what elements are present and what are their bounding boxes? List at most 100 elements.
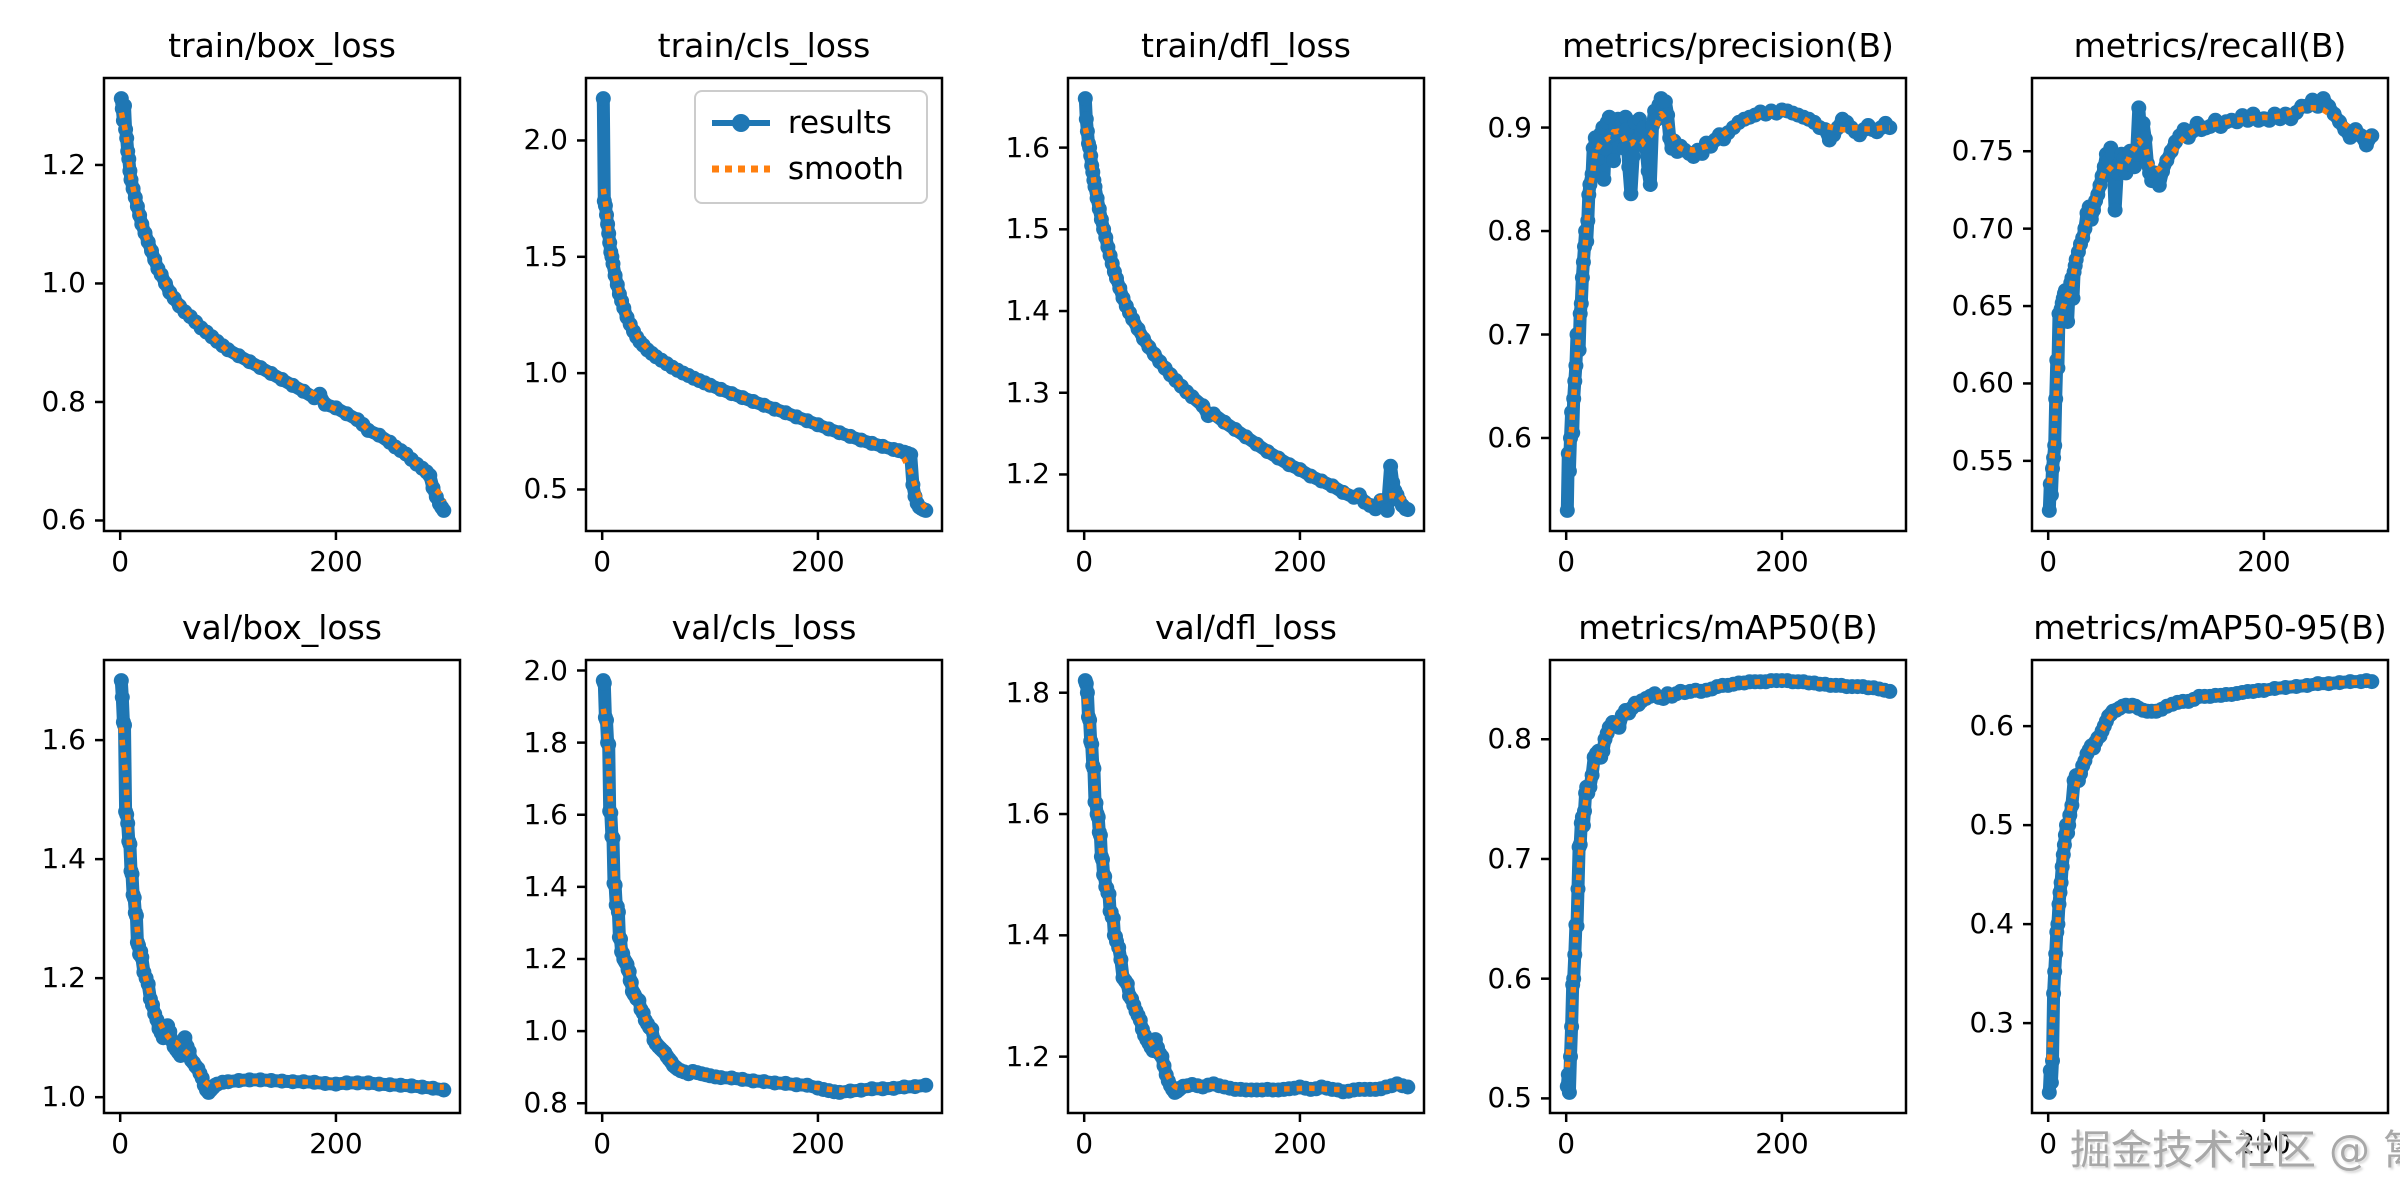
legend-entry-results: results: [710, 100, 904, 146]
y-tick-label: 1.2: [1005, 1039, 1050, 1073]
plot-area: [1541, 76, 1908, 540]
tick-marks: [95, 738, 338, 1122]
results-markers: [595, 673, 934, 1100]
y-tick-label: 1.2: [41, 961, 86, 995]
y-tick-label: 1.3: [1005, 375, 1050, 409]
y-tick-label: 1.0: [523, 356, 568, 390]
y-tick-label: 1.5: [523, 239, 568, 273]
axes-border: [102, 76, 462, 533]
y-tick-label: 0.60: [1951, 366, 2014, 400]
x-tick-label: 200: [1273, 545, 1327, 578]
plot-area: [2023, 658, 2390, 1122]
axes-border: [584, 76, 944, 533]
y-tick-label: 0.75: [1951, 134, 2014, 168]
subplot-metrics-map50-b: metrics/mAP50(B) 0.5 0.6 0.7 0.8 0 200: [1487, 608, 1908, 1160]
legend-label: results: [787, 105, 892, 141]
smooth-line: [2046, 678, 2372, 1061]
y-tick-label: 1.4: [1005, 294, 1050, 328]
results-line-sample-icon: [711, 114, 770, 132]
plot-title: val/cls_loss: [671, 608, 857, 647]
tick-marks: [1541, 738, 1784, 1122]
y-tick-label: 1.5: [1005, 212, 1050, 246]
y-tick-label: 0.7: [1487, 841, 1532, 875]
tick-marks: [1059, 691, 1302, 1122]
plot-area: [577, 76, 944, 540]
y-tick-label: 0.8: [41, 384, 86, 418]
y-tick-label: 0.8: [1487, 722, 1532, 756]
x-tick-label: 200: [1755, 1127, 1809, 1160]
legend-label: smooth: [787, 151, 904, 187]
x-tick-label: 0: [593, 1127, 612, 1160]
plot-title: metrics/recall(B): [2073, 26, 2347, 65]
smooth-line: [600, 188, 928, 510]
x-tick-label: 0: [111, 545, 130, 578]
smooth-line: [1082, 698, 1409, 1093]
axes-border: [102, 658, 462, 1115]
x-tick-label: 200: [1755, 545, 1809, 578]
legend: results smooth: [693, 90, 928, 204]
plot-title: metrics/mAP50(B): [1578, 608, 1878, 647]
y-tick-label: 0.6: [41, 503, 86, 537]
smooth-line-sample-icon: [711, 165, 770, 173]
tick-marks: [95, 163, 338, 540]
y-tick-label: 1.4: [523, 869, 568, 903]
tick-marks: [577, 669, 820, 1122]
plot-area: [2023, 76, 2390, 540]
y-tick-label: 1.0: [41, 1080, 86, 1114]
results-markers: [1559, 91, 1898, 518]
smooth-line: [1564, 109, 1891, 458]
y-tick-label: 0.55: [1951, 443, 2014, 477]
plot-area: [1059, 76, 1426, 540]
y-tick-label: 0.65: [1951, 289, 2014, 323]
smooth-line: [2046, 104, 2373, 484]
y-tick-label: 0.70: [1951, 211, 2014, 245]
y-tick-label: 0.6: [1487, 961, 1532, 995]
y-tick-label: 1.0: [41, 266, 86, 300]
tick-marks: [577, 139, 820, 540]
subplot-metrics-precision-b: metrics/precision(B) 0.6 0.7 0.8 0.9 0 200: [1487, 26, 1908, 578]
plot-area: [95, 76, 462, 540]
results-markers: [2041, 91, 2380, 518]
results-markers: [2041, 673, 2380, 1100]
y-tick-label: 1.2: [41, 147, 86, 181]
subplot-train-dfl-loss: train/dfl_loss 1.2 1.3 1.4 1.5 1.6 0 200: [1005, 26, 1426, 578]
plot-title: val/dfl_loss: [1154, 608, 1337, 647]
y-tick-label: 1.8: [523, 725, 568, 759]
axes-border: [2030, 76, 2390, 533]
subplot-val-cls-loss: val/cls_loss 0.8 1.0 1.2 1.4 1.6 1.8 2.0 0 200: [523, 608, 944, 1160]
axes-border: [1548, 76, 1908, 533]
subplot-train-cls-loss: train/cls_loss 0.5 1.0 1.5 2.0 0 200 results smo…: [523, 26, 944, 578]
results-line: [2042, 92, 2379, 517]
tick-marks: [2023, 724, 2266, 1122]
y-tick-label: 0.3: [1969, 1006, 2014, 1040]
x-tick-label: 200: [309, 1127, 363, 1160]
plot-title: metrics/mAP50-95(B): [2033, 608, 2387, 647]
x-tick-label: 200: [2237, 545, 2291, 578]
y-tick-label: 1.4: [41, 842, 86, 876]
x-tick-label: 0: [1557, 1127, 1576, 1160]
x-tick-label: 0: [111, 1127, 130, 1160]
subplot-val-dfl-loss: val/dfl_loss 1.2 1.4 1.6 1.8 0 200: [1005, 608, 1426, 1160]
x-tick-label: 200: [791, 1127, 845, 1160]
x-tick-label: 0: [1075, 545, 1094, 578]
x-tick-label: 200: [2237, 1127, 2291, 1160]
legend-entry-smooth: smooth: [710, 146, 904, 192]
y-tick-label: 1.6: [1005, 130, 1050, 164]
tick-marks: [1059, 146, 1302, 540]
plot-area: [1059, 658, 1426, 1122]
y-tick-label: 0.4: [1969, 907, 2014, 941]
y-tick-label: 0.8: [1487, 214, 1532, 248]
y-tick-label: 1.2: [1005, 457, 1050, 491]
x-tick-label: 0: [2039, 1127, 2058, 1160]
y-tick-label: 0.6: [1969, 709, 2014, 743]
axes-border: [1066, 76, 1426, 533]
subplot-metrics-recall-b: metrics/recall(B) 0.55 0.60 0.65 0.70 0.75 0 20…: [1952, 26, 2390, 578]
plot-title: train/box_loss: [168, 26, 396, 65]
results-line: [1078, 674, 1415, 1099]
plot-title: metrics/precision(B): [1562, 26, 1894, 65]
axes-border: [2030, 658, 2390, 1115]
results-markers: [1077, 91, 1416, 518]
y-tick-label: 0.8: [523, 1086, 568, 1120]
subplot-train-box-loss: train/box_loss 0.6 0.8 1.0 1.2 0 200: [41, 26, 462, 578]
